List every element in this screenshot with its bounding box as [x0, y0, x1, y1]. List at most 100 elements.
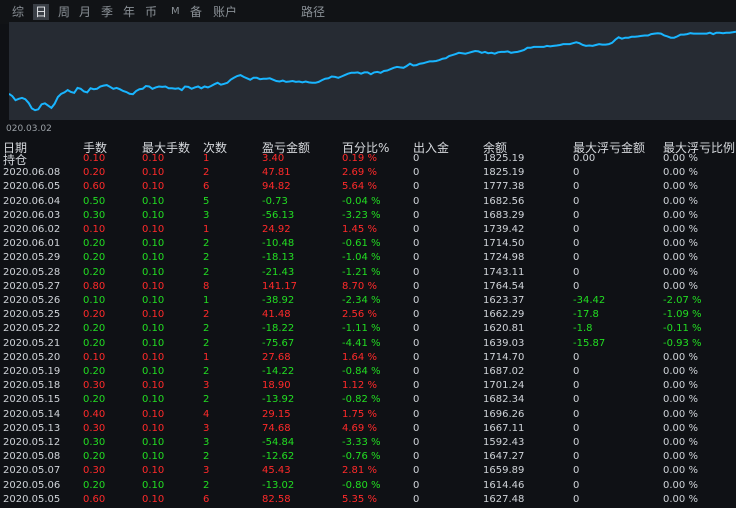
- cell-percent: 2.69 %: [342, 167, 377, 179]
- table-row[interactable]: 2020.05.28 0.20 0.10 2 -21.43 -1.21 % 0 1743.11…: [0, 267, 736, 281]
- cell-percent: -0.76 %: [342, 451, 381, 463]
- cell-max-drawdown-amount: -34.42: [573, 295, 606, 306]
- cell-date: 2020.05.25: [3, 309, 61, 321]
- cell-pnl: -18.13: [262, 252, 295, 264]
- header-deposit[interactable]: 出入金: [413, 141, 450, 155]
- cell-max-drawdown-amount: 0: [573, 465, 580, 477]
- cell-percent: -1.04 %: [342, 252, 381, 264]
- cell-percent: 2.81 %: [342, 465, 377, 477]
- table-row[interactable]: 2020.05.12 0.30 0.10 3 -54.84 -3.33 % 0 1592.43…: [0, 437, 736, 451]
- tab-m[interactable]: M: [171, 6, 180, 17]
- tab-currency[interactable]: 币: [145, 5, 158, 19]
- table-row[interactable]: 2020.05.25 0.20 0.10 2 41.48 2.56 % 0 1662.29 -1…: [0, 309, 736, 323]
- cell-percent: 2.56 %: [342, 309, 377, 321]
- cell-percent: -3.23 %: [342, 209, 381, 221]
- cell-deposit: 0: [413, 493, 420, 505]
- cell-count: 1: [203, 351, 210, 363]
- cell-date: 2020.05.29: [3, 252, 61, 264]
- table-row[interactable]: 2020.06.01 0.20 0.10 2 -10.48 -0.61 % 0 1714.50…: [0, 238, 736, 252]
- cell-max-drawdown-ratio: 0.00 %: [663, 167, 698, 179]
- cell-max-drawdown-ratio: 0.00 %: [663, 394, 698, 406]
- cell-pnl: 45.43: [262, 465, 291, 477]
- table-row[interactable]: 2020.06.08 0.20 0.10 2 47.81 2.69 % 0 1825.19 0 0…: [0, 167, 736, 181]
- table-row[interactable]: 2020.05.21 0.20 0.10 2 -75.67 -4.41 % 0 1639.03…: [0, 338, 736, 352]
- cell-count: 2: [203, 309, 210, 321]
- cell-max-lots: 0.10: [142, 224, 165, 235]
- cell-pnl: 27.68: [262, 351, 291, 363]
- cell-percent: 5.35 %: [342, 493, 377, 505]
- cell-lots: 0.10: [83, 295, 106, 306]
- tab-daily[interactable]: 日: [33, 4, 50, 20]
- cell-max-lots: 0.10: [142, 366, 165, 377]
- cell-balance: 1743.11: [483, 266, 525, 278]
- cell-pnl: 29.15: [262, 408, 291, 420]
- cell-max-drawdown-amount: -1.8: [573, 323, 593, 335]
- tab-quarterly[interactable]: 季: [101, 5, 114, 19]
- header-count[interactable]: 次数: [203, 141, 228, 155]
- table-row[interactable]: 2020.05.26 0.10 0.10 1 -38.92 -2.34 % 0 1623.37…: [0, 295, 736, 309]
- cell-balance: 1764.54: [483, 280, 525, 292]
- tab-summary[interactable]: 综: [12, 5, 25, 19]
- cell-deposit: 0: [413, 479, 420, 491]
- cell-balance: 1639.03: [483, 337, 525, 349]
- cell-lots: 0.20: [83, 323, 106, 335]
- table-row[interactable]: 2020.06.05 0.60 0.10 6 94.82 5.64 % 0 1777.38 0 0…: [0, 181, 736, 195]
- table-row[interactable]: 2020.05.08 0.20 0.10 2 -12.62 -0.76 % 0 1647.27…: [0, 451, 736, 465]
- cell-max-lots: 0.10: [142, 209, 165, 221]
- cell-deposit: 0: [413, 465, 420, 477]
- cell-lots: 0.20: [83, 337, 106, 349]
- table-row[interactable]: 2020.05.15 0.20 0.10 2 -13.92 -0.82 % 0 1682.34…: [0, 394, 736, 408]
- tab-weekly[interactable]: 周: [58, 5, 71, 19]
- table-row[interactable]: 2020.05.06 0.20 0.10 2 -13.02 -0.80 % 0 1614.46…: [0, 480, 736, 494]
- header-max-drawdown-amount[interactable]: 最大浮亏金额: [573, 141, 646, 155]
- tab-notes[interactable]: 备: [190, 5, 203, 19]
- header-max-lots[interactable]: 最大手数: [142, 141, 191, 155]
- cell-balance: 1662.29: [483, 309, 525, 321]
- cell-lots: 0.20: [83, 238, 106, 250]
- header-percent[interactable]: 百分比%: [342, 141, 390, 155]
- cell-max-drawdown-ratio: 0.00 %: [663, 380, 698, 392]
- table-row[interactable]: 2020.05.13 0.30 0.10 3 74.68 4.69 % 0 1667.11 0 0…: [0, 423, 736, 437]
- cell-count: 2: [203, 394, 210, 406]
- header-balance[interactable]: 余额: [483, 141, 508, 155]
- tab-monthly[interactable]: 月: [79, 5, 92, 19]
- table-row[interactable]: 2020.05.29 0.20 0.10 2 -18.13 -1.04 % 0 1724.98…: [0, 252, 736, 266]
- tab-yearly[interactable]: 年: [123, 5, 136, 19]
- cell-max-drawdown-ratio: -0.11 %: [663, 323, 702, 335]
- header-lots[interactable]: 手数: [83, 141, 108, 155]
- cell-count: 2: [203, 451, 210, 463]
- tab-account[interactable]: 账户: [213, 5, 238, 19]
- table-row[interactable]: 2020.06.03 0.30 0.10 3 -56.13 -3.23 % 0 1683.29…: [0, 210, 736, 224]
- cell-max-drawdown-amount: 0: [573, 195, 580, 207]
- header-pnl[interactable]: 盈亏金额: [262, 141, 311, 155]
- cell-max-drawdown-ratio: 0.00 %: [663, 238, 698, 250]
- cell-count: 2: [203, 266, 210, 278]
- table-row[interactable]: 2020.05.22 0.20 0.10 2 -18.22 -1.11 % 0 1620.81…: [0, 323, 736, 337]
- cell-count: 2: [203, 337, 210, 349]
- cell-max-lots: 0.10: [142, 181, 165, 193]
- header-date[interactable]: 日期: [3, 141, 28, 155]
- cell-pnl: -0.73: [262, 195, 288, 207]
- cell-percent: -2.34 %: [342, 295, 381, 306]
- cell-balance: 1683.29: [483, 209, 525, 221]
- cell-max-drawdown-amount: 0: [573, 252, 580, 264]
- tab-path[interactable]: 路径: [301, 5, 326, 19]
- table-row[interactable]: 2020.06.04 0.50 0.10 5 -0.73 -0.04 % 0 1682.56 0…: [0, 196, 736, 210]
- cell-max-lots: 0.10: [142, 493, 165, 505]
- header-max-drawdown-ratio[interactable]: 最大浮亏比例: [663, 141, 736, 155]
- table-row[interactable]: 2020.05.05 0.60 0.10 6 82.58 5.35 % 0 1627.48 0 0…: [0, 494, 736, 508]
- cell-deposit: 0: [413, 195, 420, 207]
- table-row[interactable]: 2020.05.27 0.80 0.10 8 141.17 8.70 % 0 1764.54 0…: [0, 281, 736, 295]
- table-row[interactable]: 2020.05.07 0.30 0.10 3 45.43 2.81 % 0 1659.89 0 0…: [0, 465, 736, 479]
- table-row[interactable]: 2020.06.02 0.10 0.10 1 24.92 1.45 % 0 1739.42 0 0…: [0, 224, 736, 238]
- cell-deposit: 0: [413, 323, 420, 335]
- cell-percent: 8.70 %: [342, 280, 377, 292]
- cell-lots: 0.30: [83, 437, 106, 448]
- table-row[interactable]: 2020.05.19 0.20 0.10 2 -14.22 -0.84 % 0 1687.02…: [0, 366, 736, 380]
- cell-count: 4: [203, 408, 210, 420]
- table-row[interactable]: 持仓 0.10 0.10 1 3.40 0.19 % 0 1825.19 0.00 0.00 %: [0, 153, 736, 167]
- table-row[interactable]: 2020.05.14 0.40 0.10 4 29.15 1.75 % 0 1696.26 0 0…: [0, 409, 736, 423]
- table-row[interactable]: 2020.05.20 0.10 0.10 1 27.68 1.64 % 0 1714.70 0 0…: [0, 352, 736, 366]
- cell-deposit: 0: [413, 153, 420, 164]
- table-row[interactable]: 2020.05.18 0.30 0.10 3 18.90 1.12 % 0 1701.24 0 0…: [0, 380, 736, 394]
